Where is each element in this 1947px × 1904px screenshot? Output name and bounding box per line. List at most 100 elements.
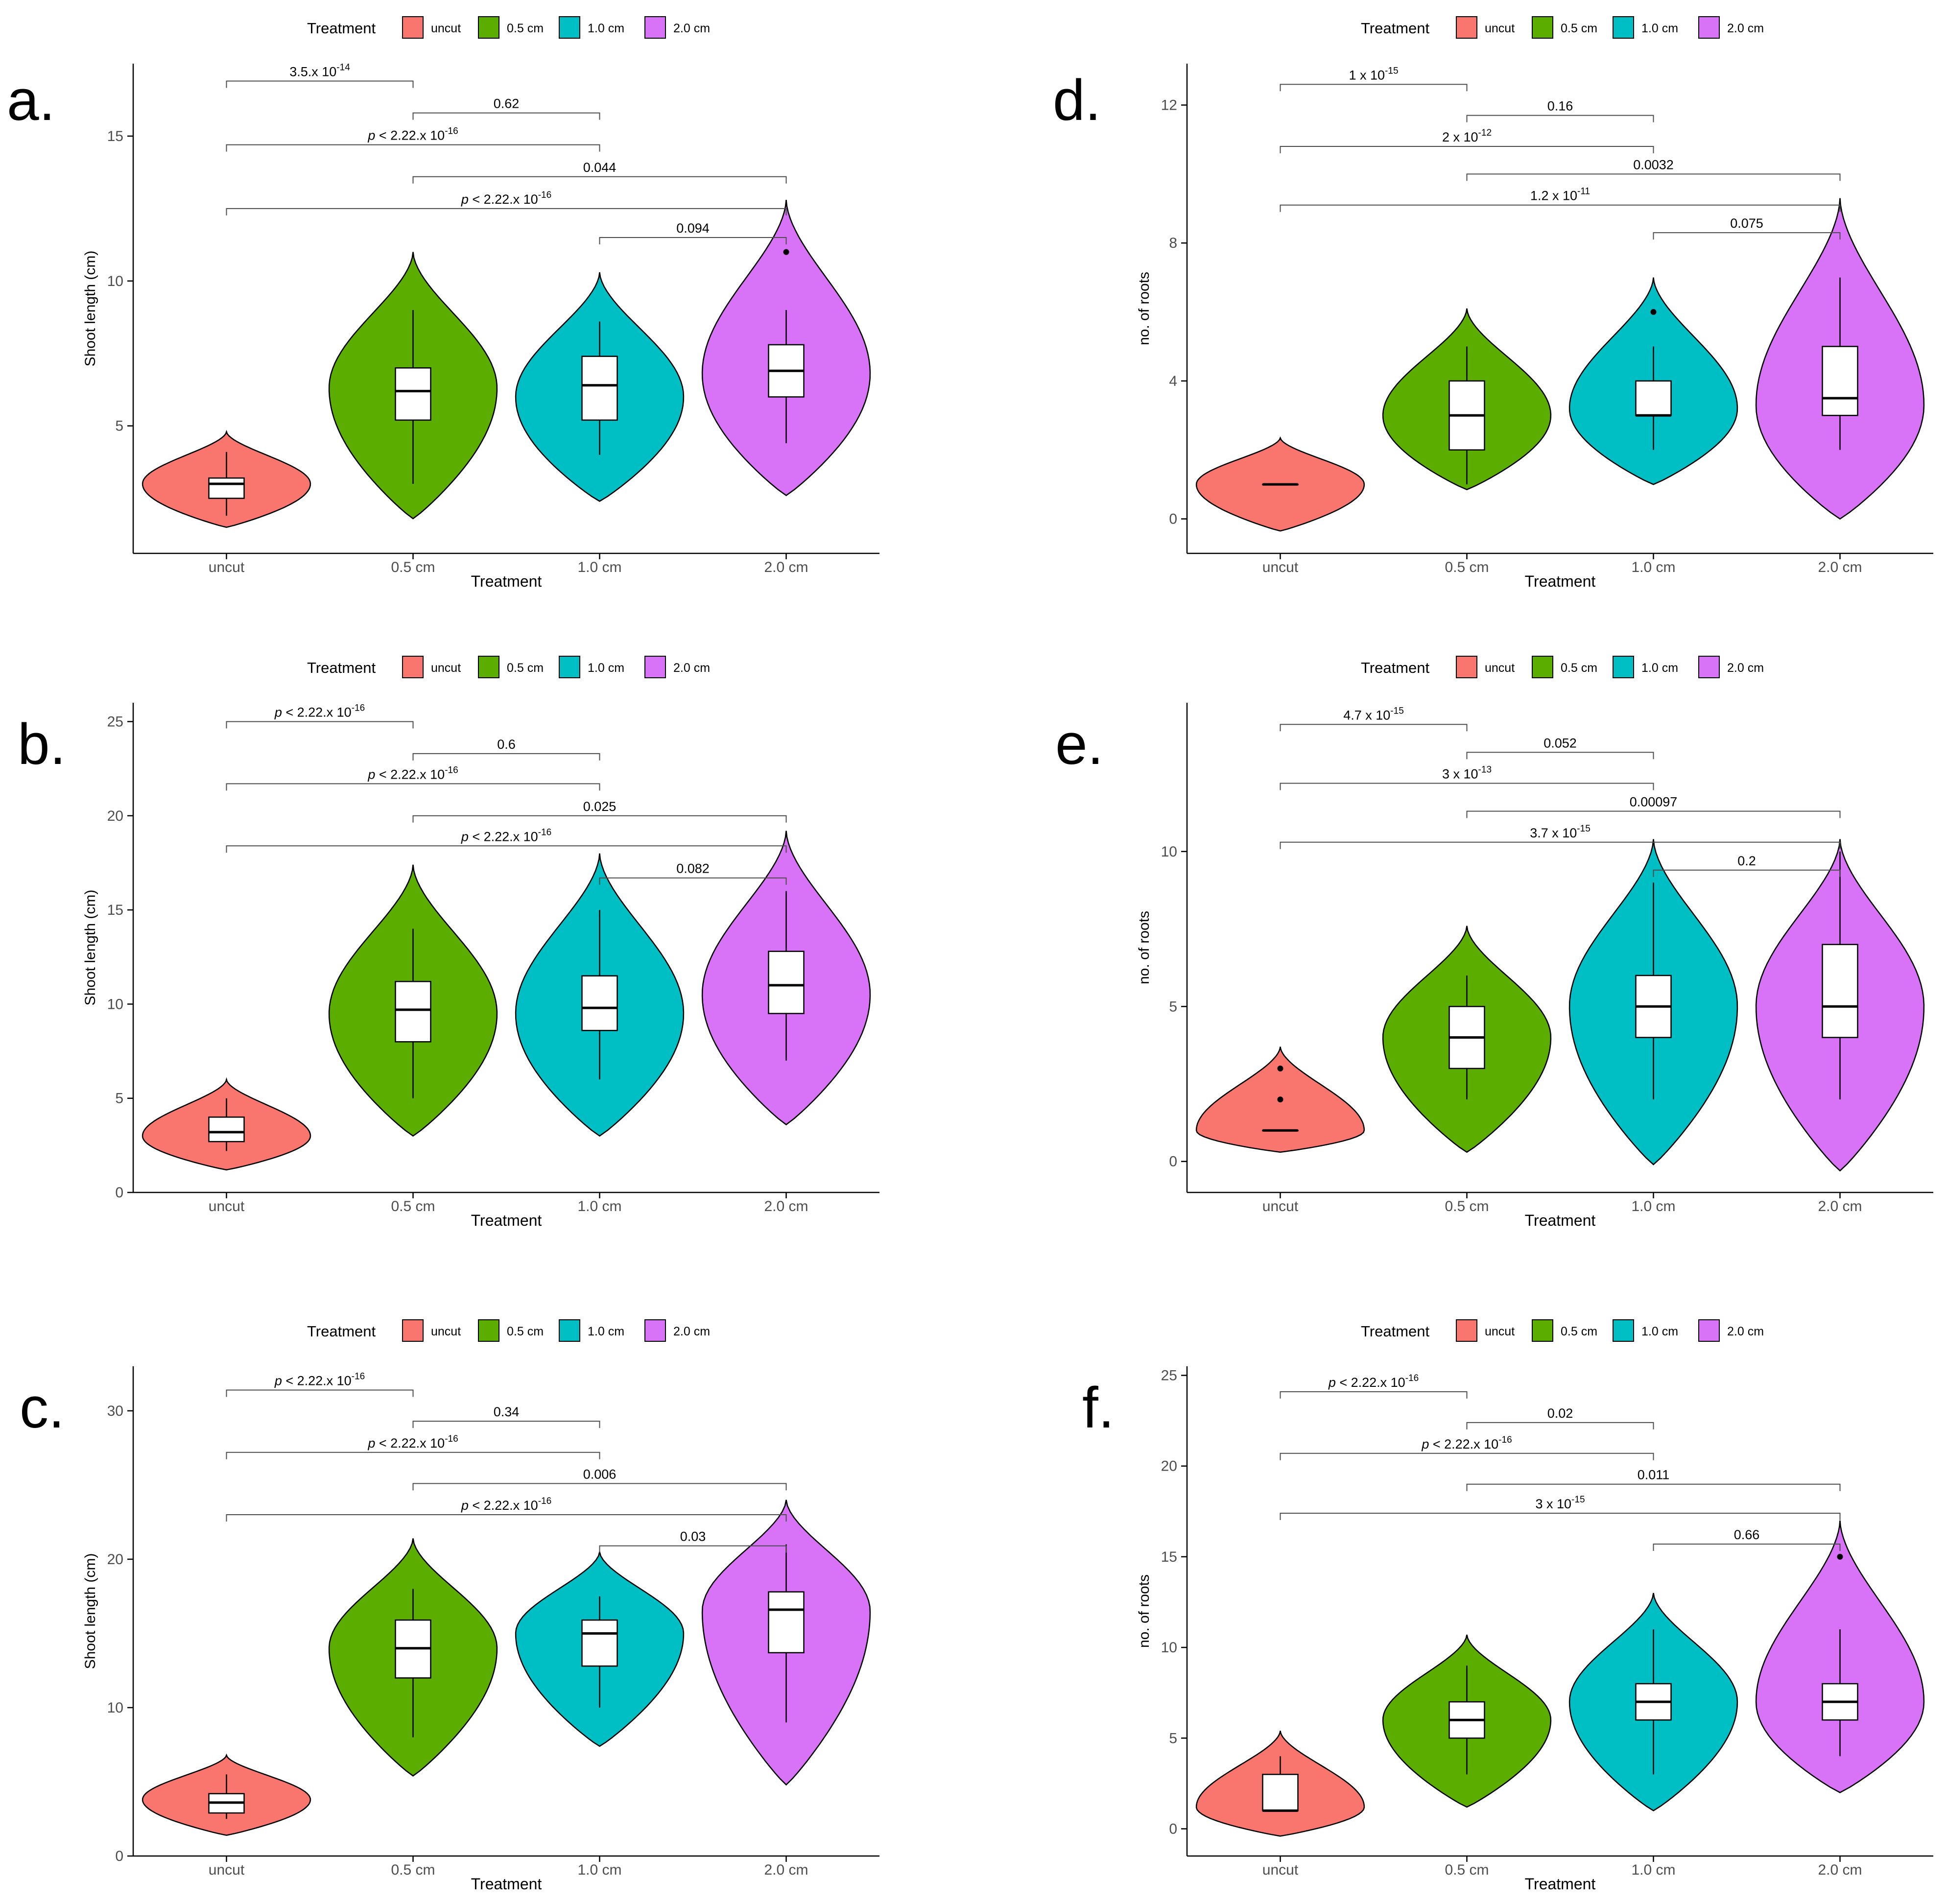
legend-key-2-0-cm xyxy=(1698,16,1720,39)
legend-title: Treatment xyxy=(307,659,376,676)
comparison-1-0-cm-vs-2-0-cm: 0.082 xyxy=(599,861,787,885)
y-tick-label: 10 xyxy=(1161,844,1177,860)
p-value-label: p < 2.22.x 10-16 xyxy=(461,827,551,844)
box-1-0-cm xyxy=(1635,380,1672,416)
y-tick-label: 20 xyxy=(107,808,123,824)
p-value-label: 0.02 xyxy=(1547,1406,1573,1421)
bracket-line xyxy=(1466,1422,1654,1429)
x-tick-label-0-5-cm: 0.5 cm xyxy=(391,1198,435,1214)
p-value-label: 0.6 xyxy=(497,737,516,752)
bracket-line xyxy=(599,1545,787,1553)
comparison-uncut-vs-2-0-cm: p < 2.22.x 10-16 xyxy=(226,190,787,215)
legend: Treatment uncut 0.5 cm 1.0 cm 2.0 cm xyxy=(1361,16,1764,39)
x-tick-label-uncut: uncut xyxy=(209,559,245,575)
legend-label-uncut: uncut xyxy=(1485,661,1515,675)
y-tick-label: 10 xyxy=(1161,1640,1177,1656)
panel-label: c. xyxy=(20,1376,65,1440)
comparison-uncut-vs-2-0-cm: 1.2 x 10-11 xyxy=(1280,187,1841,212)
legend-key-uncut xyxy=(402,1319,424,1342)
p-value-label: 2 x 10-12 xyxy=(1442,128,1492,144)
p-value-label: 0.006 xyxy=(583,1467,617,1481)
x-tick-label-1-0-cm: 1.0 cm xyxy=(577,559,621,575)
y-tick-label: 0 xyxy=(115,1848,123,1864)
legend-key-uncut xyxy=(402,16,424,39)
p-value-label: 0.052 xyxy=(1543,736,1577,750)
p-value-label: 0.62 xyxy=(494,96,520,111)
box-1-0-cm xyxy=(581,1619,618,1667)
comparison-0-5-cm-vs-1-0-cm: 0.34 xyxy=(412,1404,600,1428)
bracket-line xyxy=(412,815,787,823)
bracket-line xyxy=(1280,1391,1468,1399)
legend-key-1-0-cm xyxy=(1613,16,1634,39)
bracket-line xyxy=(1653,1543,1841,1551)
violin-group-2-0-cm xyxy=(1755,839,1925,1172)
y-tick-label: 15 xyxy=(1161,1549,1177,1565)
x-tick-label-1-0-cm: 1.0 cm xyxy=(577,1862,621,1878)
violin-group-1-0-cm xyxy=(515,1549,685,1747)
p-value-label: p < 2.22.x 10-16 xyxy=(367,765,458,782)
legend-key-2-0-cm xyxy=(644,16,666,39)
comparison-uncut-vs-1-0-cm: 3 x 10-13 xyxy=(1280,765,1654,790)
legend-key-uncut xyxy=(1456,1319,1477,1342)
x-axis-title: Treatment xyxy=(1525,572,1596,590)
outlier-point xyxy=(1277,1065,1283,1071)
p-value-label: p < 2.22.x 10-16 xyxy=(274,1371,365,1388)
comparison-uncut-vs-0-5-cm: p < 2.22.x 10-16 xyxy=(1280,1373,1468,1399)
outlier-point xyxy=(1837,1553,1843,1560)
y-axis-title: Shoot length (cm) xyxy=(82,251,98,367)
box-uncut xyxy=(1262,1774,1299,1811)
comparison-uncut-vs-1-0-cm: 2 x 10-12 xyxy=(1280,128,1654,154)
x-tick-label-2-0-cm: 2.0 cm xyxy=(1818,1198,1862,1214)
p-value-label: 0.66 xyxy=(1734,1527,1760,1542)
legend-key-1-0-cm xyxy=(559,16,580,39)
comparison-0-5-cm-vs-1-0-cm: 0.02 xyxy=(1466,1406,1654,1429)
bracket-line xyxy=(412,1483,787,1491)
box-uncut xyxy=(208,477,245,499)
panel-label: d. xyxy=(1053,68,1101,133)
p-value-label: 1.2 x 10-11 xyxy=(1530,187,1590,203)
legend-label-0-5-cm: 0.5 cm xyxy=(507,1325,544,1338)
x-tick-label-0-5-cm: 0.5 cm xyxy=(391,559,435,575)
p-value-label: 0.025 xyxy=(583,799,617,814)
x-tick-label-uncut: uncut xyxy=(209,1198,245,1214)
legend-key-uncut xyxy=(1456,656,1477,678)
p-value-label: 0.075 xyxy=(1730,216,1763,231)
comparison-uncut-vs-0-5-cm: 4.7 x 10-15 xyxy=(1280,706,1468,732)
y-tick-label: 20 xyxy=(107,1551,123,1568)
comparison-1-0-cm-vs-2-0-cm: 0.2 xyxy=(1653,854,1841,877)
legend-label-uncut: uncut xyxy=(431,661,461,675)
y-tick-label: 0 xyxy=(1169,1821,1177,1837)
legend: Treatment uncut 0.5 cm 1.0 cm 2.0 cm xyxy=(307,1319,710,1342)
legend-label-0-5-cm: 0.5 cm xyxy=(1561,661,1597,675)
legend-label-1-0-cm: 1.0 cm xyxy=(1641,22,1678,35)
legend-label-2-0-cm: 2.0 cm xyxy=(673,22,710,35)
bracket-line xyxy=(1466,810,1841,818)
box-2-0-cm xyxy=(768,951,805,1014)
p-value-label: 4.7 x 10-15 xyxy=(1343,706,1404,722)
y-tick-label: 5 xyxy=(1169,1730,1177,1746)
bracket-line xyxy=(412,1421,600,1428)
violin-group-2-0-cm xyxy=(1755,1520,1925,1793)
y-axis-title: Shoot length (cm) xyxy=(82,1553,98,1669)
p-value-label: 0.011 xyxy=(1638,1468,1670,1482)
box-2-0-cm xyxy=(1822,944,1858,1038)
y-tick-label: 4 xyxy=(1169,373,1177,389)
x-tick-label-2-0-cm: 2.0 cm xyxy=(764,1862,808,1878)
comparison-1-0-cm-vs-2-0-cm: 0.03 xyxy=(599,1529,787,1553)
comparison-0-5-cm-vs-2-0-cm: 0.006 xyxy=(412,1467,787,1491)
bracket-line xyxy=(226,144,600,152)
y-tick-label: 15 xyxy=(107,128,123,144)
violin-group-2-0-cm xyxy=(701,831,871,1126)
panel-b: b. Treatment uncut 0.5 cm 1.0 cm 2.0 cm 0 5 10 15… xyxy=(18,656,879,1229)
legend-key-2-0-cm xyxy=(644,656,666,678)
violin-group-0-5-cm xyxy=(1382,308,1552,491)
legend-key-uncut xyxy=(1456,16,1477,39)
box-2-0-cm xyxy=(768,1591,805,1654)
comparison-uncut-vs-1-0-cm: p < 2.22.x 10-16 xyxy=(1280,1435,1654,1460)
bracket-line xyxy=(226,721,414,729)
p-value-label: p < 2.22.x 10-16 xyxy=(1421,1435,1512,1452)
violin-group-1-0-cm xyxy=(515,272,685,502)
y-tick-label: 10 xyxy=(107,996,123,1012)
y-axis-title: no. of roots xyxy=(1136,272,1152,345)
p-value-label: p < 2.22.x 10-16 xyxy=(367,126,458,143)
